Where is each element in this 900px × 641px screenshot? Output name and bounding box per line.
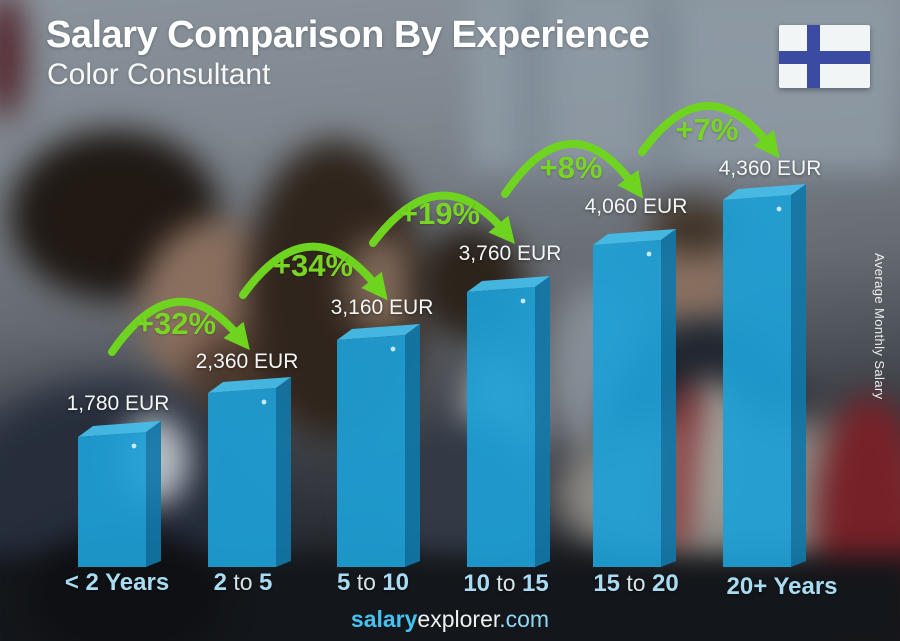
bar-side-face [661, 229, 676, 567]
bar-top-face [467, 276, 550, 292]
x-axis-label: 15 to 20 [593, 570, 679, 597]
growth-arrow [638, 102, 780, 159]
pct-change-label: +19% [399, 196, 481, 231]
bar-15 to 20 [593, 229, 676, 567]
bar-highlight-dot [776, 206, 782, 212]
growth-arrow [501, 140, 644, 199]
bar-top-face [593, 229, 676, 245]
bar-side-face [276, 377, 291, 567]
bar-10 to 15 [467, 276, 550, 567]
value-label: 4,060 EUR [584, 195, 688, 218]
finland-flag-icon [779, 25, 870, 88]
page-subtitle: Color Consultant [47, 58, 271, 91]
value-label: 2,360 EUR [195, 350, 299, 373]
x-axis-label: 20+ Years [726, 573, 837, 601]
x-axis-label: 2 to 5 [213, 569, 273, 596]
bar-< 2 Years [78, 421, 161, 567]
bars-group [78, 184, 806, 567]
bar-side-face [791, 184, 806, 567]
x-axis-label-text: 20+ Years [726, 573, 838, 600]
page-title: Salary Comparison By Experience [46, 14, 650, 56]
x-axis-label-text: 5 [336, 569, 351, 596]
bar-2 to 5 [208, 377, 291, 567]
x-axis-label: < 2 Years [65, 569, 169, 597]
value-label: 4,360 EUR [718, 157, 822, 180]
growth-arrow [239, 242, 388, 301]
bar-20+ Years [723, 184, 806, 567]
bar-front-face [208, 388, 276, 567]
x-axis-label: 5 to 10 [336, 569, 410, 596]
bar-highlight-dot [646, 251, 652, 257]
watermark: salaryexplorer.com [0, 606, 900, 633]
bar-highlight-dot [520, 298, 526, 304]
x-axis-label: 10 to 15 [463, 570, 549, 597]
background-window-frame [525, 0, 539, 180]
bar-front-face [78, 432, 146, 567]
watermark-brand-2: explorer [417, 606, 500, 632]
x-axis-label-text: < 2 Years [64, 569, 170, 596]
bar-top-face [208, 377, 291, 393]
pct-change-label: +7% [675, 112, 739, 147]
x-axis-label-text: 2 [213, 569, 228, 596]
bar-highlight-dot [390, 346, 396, 352]
bar-top-face [337, 324, 420, 340]
bar-5 to 10 [337, 324, 420, 567]
value-label: 3,160 EUR [330, 296, 434, 319]
x-axis-label-text: 15 [593, 570, 621, 597]
watermark-brand: salary [350, 606, 418, 632]
bar-highlight-dot [261, 399, 267, 405]
x-axis-label-text: 10 [463, 570, 491, 597]
bar-highlight-dot [131, 443, 137, 449]
watermark-tld: .com [499, 606, 550, 632]
bar-top-face [78, 421, 161, 437]
bar-top-face [723, 184, 806, 200]
growth-arrow [108, 297, 250, 356]
bar-front-face [467, 287, 535, 567]
bar-front-face [337, 335, 405, 567]
bar-side-face [405, 324, 420, 567]
flag-cross-horizontal [779, 51, 870, 64]
y-axis-label: Average Monthly Salary [872, 253, 887, 400]
value-label: 1,780 EUR [66, 392, 170, 415]
pct-change-label: +34% [272, 248, 354, 283]
value-label: 3,760 EUR [458, 242, 562, 265]
growth-arrow [369, 191, 515, 247]
flag-cross-vertical [807, 25, 820, 88]
bar-front-face [723, 195, 791, 567]
growth-arrows-group [108, 102, 780, 356]
pct-change-label: +8% [539, 150, 603, 185]
bar-side-face [146, 421, 161, 567]
bar-front-face [593, 240, 661, 567]
bar-side-face [535, 276, 550, 567]
pct-change-label: +32% [135, 306, 217, 341]
